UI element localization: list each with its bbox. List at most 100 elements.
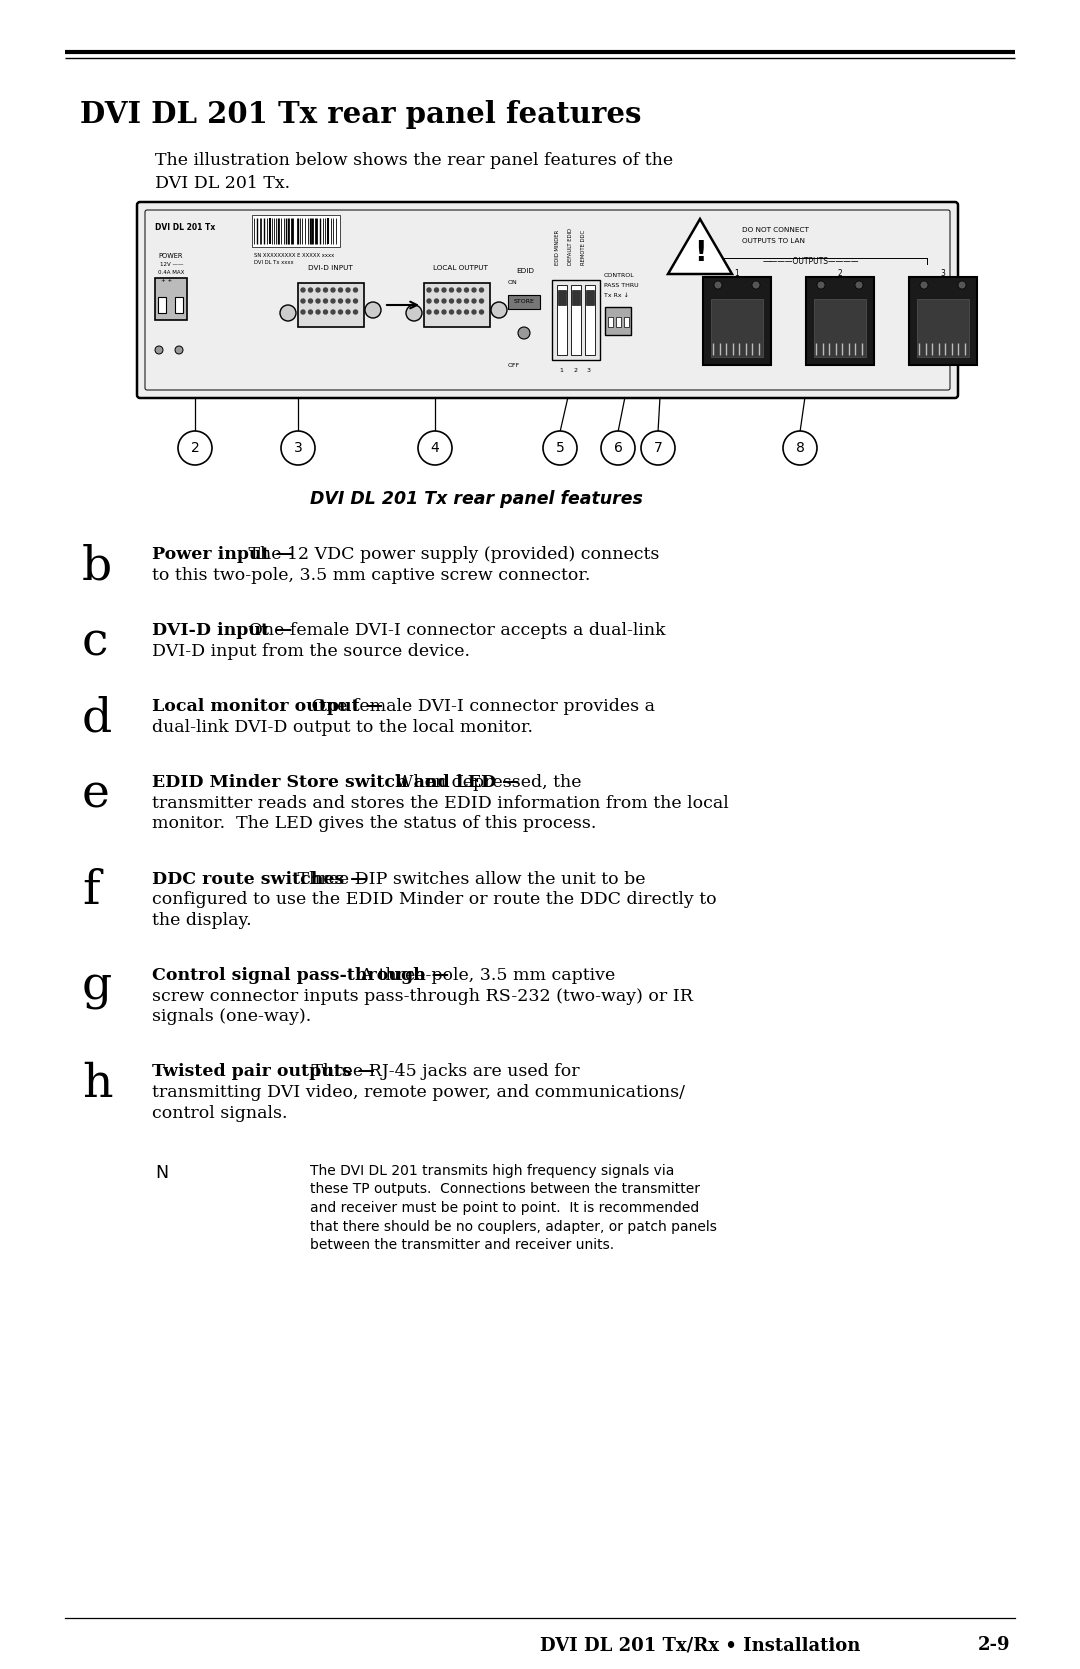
Circle shape <box>480 299 484 304</box>
Text: d: d <box>82 696 112 741</box>
Circle shape <box>457 310 461 314</box>
Text: ————OUTPUTS————: ————OUTPUTS———— <box>762 257 860 265</box>
Text: transmitting DVI video, remote power, and communications/: transmitting DVI video, remote power, an… <box>152 1083 685 1102</box>
Circle shape <box>280 305 296 320</box>
Circle shape <box>464 299 469 304</box>
Circle shape <box>418 431 453 466</box>
Circle shape <box>301 299 305 304</box>
Bar <box>909 277 977 366</box>
Text: STORE: STORE <box>514 299 535 304</box>
Text: c: c <box>82 619 108 666</box>
Text: The DVI DL 201 transmits high frequency signals via: The DVI DL 201 transmits high frequency … <box>310 1163 674 1178</box>
Circle shape <box>480 289 484 292</box>
Circle shape <box>338 299 342 304</box>
Text: ON: ON <box>508 280 517 285</box>
Bar <box>814 299 866 357</box>
Bar <box>572 290 580 305</box>
Circle shape <box>346 289 350 292</box>
Text: REMOTE DDC: REMOTE DDC <box>581 230 586 265</box>
Text: 1: 1 <box>734 269 740 279</box>
Text: OFF: OFF <box>508 362 521 367</box>
Circle shape <box>346 299 350 304</box>
Circle shape <box>178 431 212 466</box>
Text: When depressed, the: When depressed, the <box>390 774 581 791</box>
Circle shape <box>330 310 335 314</box>
Bar <box>298 284 364 327</box>
Text: One female DVI-I connector accepts a dual-link: One female DVI-I connector accepts a dua… <box>243 623 665 639</box>
Text: 2: 2 <box>573 367 577 372</box>
Circle shape <box>472 310 476 314</box>
Text: EDID MINDER: EDID MINDER <box>555 230 561 265</box>
Circle shape <box>472 299 476 304</box>
Circle shape <box>175 345 183 354</box>
Bar <box>424 284 490 327</box>
Text: DVI-D input —: DVI-D input — <box>152 623 293 639</box>
Text: One female DVI-I connector provides a: One female DVI-I connector provides a <box>306 698 654 714</box>
Text: Three DIP switches allow the unit to be: Three DIP switches allow the unit to be <box>292 871 646 888</box>
Text: g: g <box>82 965 112 1010</box>
Text: Power input —: Power input — <box>152 546 293 562</box>
Circle shape <box>365 302 381 319</box>
Text: and receiver must be point to point.  It is recommended: and receiver must be point to point. It … <box>310 1202 699 1215</box>
Text: N: N <box>156 1163 168 1182</box>
Circle shape <box>816 280 825 289</box>
Circle shape <box>281 431 315 466</box>
Circle shape <box>920 280 928 289</box>
Bar <box>558 290 566 305</box>
Text: 3: 3 <box>588 367 591 372</box>
Bar <box>252 215 340 247</box>
Circle shape <box>309 310 312 314</box>
Text: e: e <box>82 773 110 818</box>
Circle shape <box>324 310 327 314</box>
Circle shape <box>301 310 305 314</box>
Circle shape <box>324 289 327 292</box>
Bar <box>608 317 613 327</box>
Circle shape <box>600 431 635 466</box>
Text: !: ! <box>693 239 706 267</box>
Bar <box>508 295 540 309</box>
Text: EDID: EDID <box>516 269 534 274</box>
Text: SN XXXXXXXXX E XXXXX xxxx: SN XXXXXXXXX E XXXXX xxxx <box>254 254 334 259</box>
Bar <box>806 277 874 366</box>
Circle shape <box>406 305 422 320</box>
Text: + +: + + <box>161 279 172 284</box>
Circle shape <box>442 310 446 314</box>
Text: DVI-D INPUT: DVI-D INPUT <box>308 265 352 270</box>
Circle shape <box>324 299 327 304</box>
Circle shape <box>309 299 312 304</box>
Circle shape <box>309 289 312 292</box>
Bar <box>585 285 595 355</box>
Text: signals (one-way).: signals (one-way). <box>152 1008 311 1025</box>
Text: 0.4A MAX: 0.4A MAX <box>158 270 185 275</box>
Bar <box>624 317 629 327</box>
Circle shape <box>449 289 454 292</box>
Circle shape <box>427 289 431 292</box>
FancyBboxPatch shape <box>137 202 958 397</box>
Text: 12V ——: 12V —— <box>160 262 184 267</box>
Text: configured to use the EDID Minder or route the DDC directly to: configured to use the EDID Minder or rou… <box>152 891 717 908</box>
Bar <box>711 299 762 357</box>
Circle shape <box>330 289 335 292</box>
Text: A three-pole, 3.5 mm captive: A three-pole, 3.5 mm captive <box>355 966 616 985</box>
Text: Control signal pass-through —: Control signal pass-through — <box>152 966 449 985</box>
Circle shape <box>855 280 863 289</box>
Text: h: h <box>82 1061 112 1107</box>
Circle shape <box>752 280 760 289</box>
Circle shape <box>518 327 530 339</box>
Circle shape <box>316 299 320 304</box>
Circle shape <box>958 280 966 289</box>
Circle shape <box>434 310 438 314</box>
Text: DO NOT CONNECT: DO NOT CONNECT <box>742 227 809 234</box>
Text: transmitter reads and stores the EDID information from the local: transmitter reads and stores the EDID in… <box>152 794 729 811</box>
Bar <box>557 285 567 355</box>
Bar <box>586 290 594 305</box>
Text: Tx Rx ↓: Tx Rx ↓ <box>604 294 629 299</box>
Circle shape <box>316 310 320 314</box>
Text: DVI DL 201 Tx.: DVI DL 201 Tx. <box>156 175 291 192</box>
Circle shape <box>353 299 357 304</box>
Circle shape <box>346 310 350 314</box>
Circle shape <box>714 280 723 289</box>
Text: 5: 5 <box>555 441 565 456</box>
Bar <box>571 285 581 355</box>
Circle shape <box>338 289 342 292</box>
